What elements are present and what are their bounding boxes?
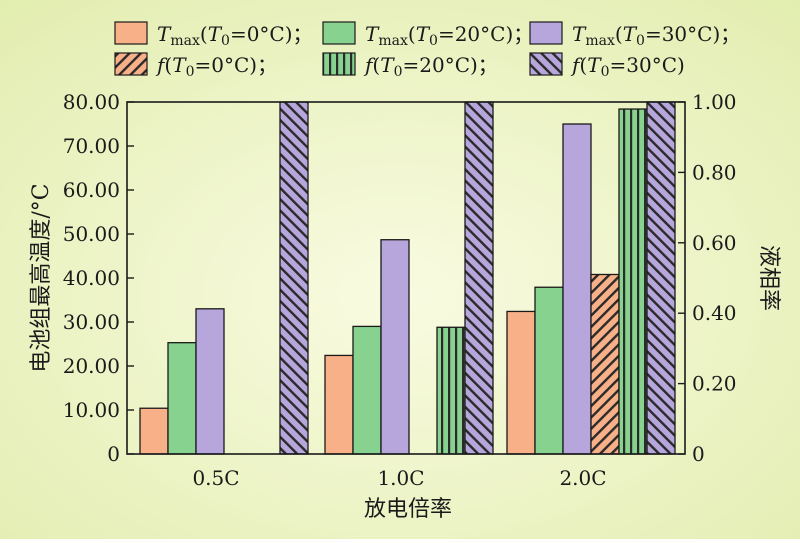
bar-1-5 <box>464 101 494 455</box>
bar-2-2 <box>562 123 592 455</box>
y-right-tick-label: 1.00 <box>692 90 737 114</box>
legend-entry: Tmax(T0=30°C)； <box>572 22 740 49</box>
legend-entry: f(T0=30°C) <box>570 53 685 80</box>
y-right-tick-label: 0.20 <box>692 372 737 396</box>
legend-swatch <box>529 52 563 76</box>
legend-swatch <box>114 21 148 45</box>
y-right-tick-label: 0 <box>692 442 705 466</box>
legend-entry: Tmax(T0=20°C)； <box>365 22 533 49</box>
bar-2-5 <box>646 101 676 455</box>
bar-2-3 <box>590 273 620 455</box>
bar-1-4 <box>436 326 466 455</box>
legend-entry: Tmax(T0=0°C)； <box>157 22 313 49</box>
x-tick-label: 0.5C <box>192 466 239 490</box>
legend: Tmax(T0=0°C)； Tmax(T0=20°C)； Tmax(T0=30°C)… <box>114 21 740 80</box>
y-right-tick-label: 0.80 <box>692 160 737 184</box>
legend-entry: f(T0=0°C)； <box>155 53 277 80</box>
bar-2-1 <box>534 286 564 455</box>
y-right-tick-label: 0.60 <box>692 231 737 255</box>
bar-2-4 <box>618 108 648 455</box>
y-axis-right-label: 液相率 <box>756 245 781 311</box>
bar-0-1 <box>167 342 197 455</box>
y-axis-left-label: 电池组最高温度/°C <box>29 183 54 372</box>
y-left-tick-label: 80.00 <box>63 90 120 114</box>
axes: 0 10.00 20.00 30.00 40.00 50.00 60.00 70.00 80.0… <box>63 90 737 490</box>
legend-swatch <box>322 21 356 45</box>
bars <box>139 101 676 455</box>
y-right-tick-label: 0.40 <box>692 301 737 325</box>
bar-1-0 <box>324 354 354 455</box>
legend-swatch <box>114 52 148 76</box>
x-tick-label: 1.0C <box>377 466 424 490</box>
bar-0-2 <box>195 308 225 455</box>
y-left-tick-label: 30.00 <box>63 310 120 334</box>
bar-0-0 <box>139 407 169 455</box>
bar-1-2 <box>380 239 410 455</box>
legend-swatch <box>529 21 563 45</box>
y-left-tick-label: 70.00 <box>63 134 120 158</box>
x-tick-label: 2.0C <box>559 466 606 490</box>
bar-0-5 <box>279 101 309 455</box>
legend-swatch <box>322 52 356 76</box>
x-axis-label: 放电倍率 <box>364 497 452 522</box>
bar-2-0 <box>506 310 536 455</box>
legend-entry: f(T0=20°C)； <box>363 53 498 80</box>
y-left-tick-label: 10.00 <box>63 398 120 422</box>
y-left-tick-label: 50.00 <box>63 222 120 246</box>
bar-1-1 <box>352 325 382 455</box>
y-left-tick-label: 20.00 <box>63 354 120 378</box>
y-left-tick-label: 40.00 <box>63 266 120 290</box>
y-left-tick-label: 0 <box>107 442 120 466</box>
y-left-tick-label: 60.00 <box>63 178 120 202</box>
